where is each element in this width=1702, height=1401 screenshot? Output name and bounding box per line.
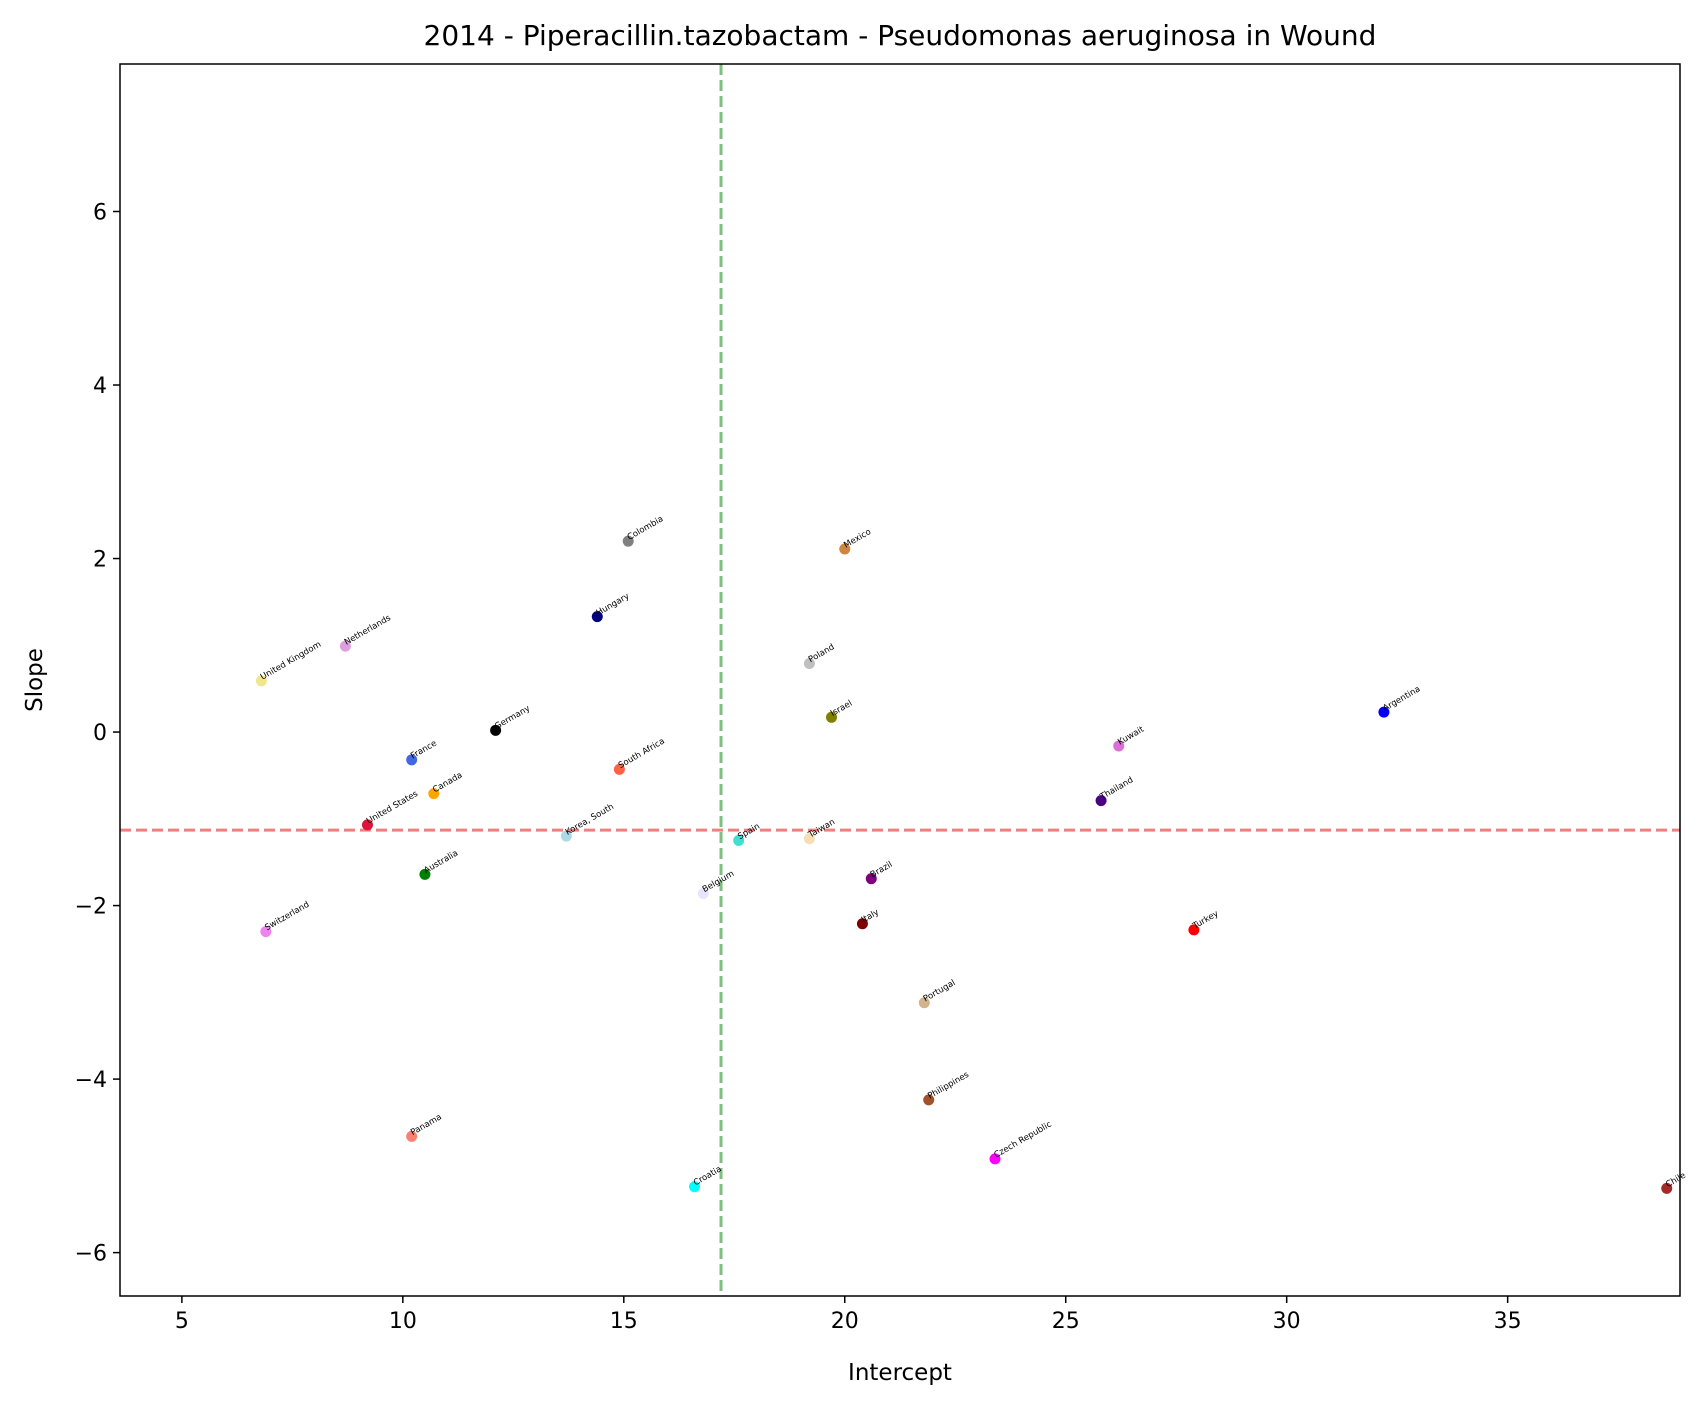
point-united-kingdom [255, 675, 267, 687]
x-axis-ticks: 5 10 15 20 25 30 35 [175, 1296, 1522, 1334]
y-tick-label: −2 [75, 895, 107, 920]
x-tick-label: 35 [1494, 1309, 1522, 1334]
point-brazil [865, 873, 877, 885]
data-points [255, 535, 1673, 1194]
point-argentina [1378, 706, 1390, 718]
point-colombia [622, 535, 634, 547]
x-tick-label: 15 [610, 1309, 638, 1334]
reference-lines [120, 64, 1680, 1296]
point-taiwan [803, 833, 815, 845]
y-tick-label: 0 [93, 721, 107, 746]
point-korea-south [560, 830, 572, 842]
x-tick-label: 5 [175, 1309, 189, 1334]
x-tick-label: 30 [1273, 1309, 1301, 1334]
y-axis-label: Slope [22, 648, 48, 712]
chart-title: 2014 - Piperacillin.tazobactam - Pseudom… [424, 19, 1377, 52]
point-portugal [918, 997, 930, 1009]
point-france [406, 754, 418, 766]
point-czech-republic [989, 1153, 1001, 1165]
point-belgium [697, 887, 709, 899]
point-israel [826, 711, 838, 723]
point-turkey [1188, 924, 1200, 936]
point-united-states [361, 819, 373, 831]
point-netherlands [339, 640, 351, 652]
point-chile [1661, 1182, 1673, 1194]
point-germany [490, 724, 502, 736]
point-south-africa [613, 763, 625, 775]
y-tick-label: 2 [93, 548, 107, 573]
point-spain [733, 835, 745, 847]
point-hungary [591, 611, 603, 623]
y-tick-label: −4 [75, 1068, 107, 1093]
x-tick-label: 10 [389, 1309, 417, 1334]
y-tick-label: 4 [93, 374, 107, 399]
point-thailand [1095, 795, 1107, 807]
plot-frame [119, 63, 1681, 1297]
y-axis-ticks: −6 −4 −2 0 2 4 6 [75, 200, 120, 1267]
x-tick-label: 25 [1052, 1309, 1080, 1334]
point-australia [419, 868, 431, 880]
x-tick-label: 20 [831, 1309, 859, 1334]
point-canada [428, 788, 440, 800]
y-tick-label: 6 [93, 200, 107, 225]
point-italy [856, 918, 868, 930]
point-panama [406, 1130, 418, 1142]
x-axis-label: Intercept [848, 1360, 952, 1386]
point-switzerland [260, 926, 272, 938]
point-mexico [839, 543, 851, 555]
y-tick-label: −6 [75, 1242, 107, 1267]
point-croatia [689, 1181, 701, 1193]
point-philippines [923, 1094, 935, 1106]
point-poland [803, 658, 815, 670]
point-kuwait [1113, 740, 1125, 752]
